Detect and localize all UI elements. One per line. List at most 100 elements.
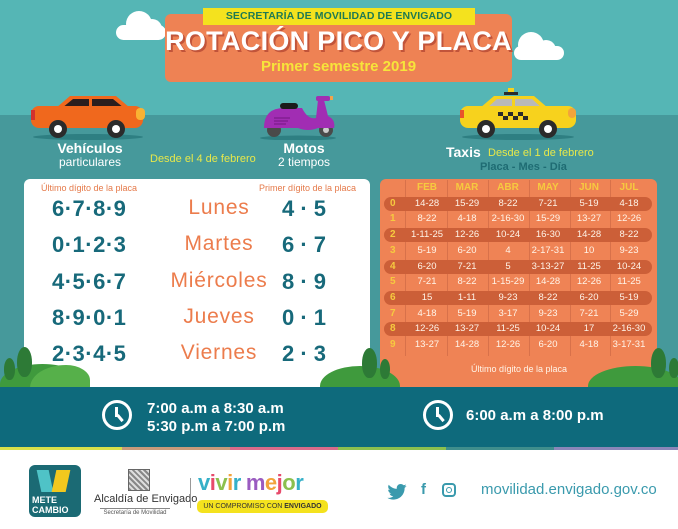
day-cell: 14-28 — [414, 198, 440, 209]
day-cell: 6-20 — [579, 292, 599, 303]
logo-letter: j — [276, 470, 283, 495]
vehicles-start-date: Desde el 4 de febrero — [150, 153, 256, 165]
weekday-row: 0·1·2·3 Martes 6 · 7 — [24, 232, 370, 268]
day-cell: 8-22 — [417, 213, 437, 224]
day-cell: 5-29 — [619, 308, 639, 319]
motos-sublabel: 2 tiempos — [277, 155, 331, 169]
color-stripe — [338, 447, 446, 450]
logo-shape — [51, 470, 71, 492]
month-header: JUL — [619, 182, 639, 193]
weekday: Jueves — [183, 305, 255, 328]
vehicle-digits: 4·5·6·7 — [52, 269, 127, 294]
website-link[interactable]: movilidad.envigado.gov.co — [481, 481, 657, 498]
month-header: JUN — [578, 182, 599, 193]
cambio-text: CAMBIO — [32, 505, 69, 515]
last-digit-header: Último dígito de la placa — [41, 183, 138, 193]
day-cell: 8-22 — [619, 229, 639, 240]
day-cell: 7-21 — [579, 308, 599, 319]
day-cell: 12-26 — [414, 323, 440, 334]
plate-digit: 0 — [390, 198, 396, 209]
logo-letter: i — [209, 470, 216, 495]
tree-icon — [380, 359, 390, 379]
weekday-row: 6·7·8·9 Lunes 4 · 5 — [24, 196, 370, 232]
day-cell: 15 — [421, 292, 433, 303]
day-cell: 9-23 — [619, 245, 639, 256]
taxi-table-footer: Último dígito de la placa — [470, 364, 568, 374]
vehicle-digits: 2·3·4·5 — [52, 341, 127, 366]
day-cell: 7-21 — [457, 261, 477, 272]
plate-digit: 9 — [390, 339, 396, 350]
weekday: Martes — [184, 232, 254, 255]
taxi-row: 9 13-27 14-28 12-26 6-20 4-18 3-17-31 — [384, 338, 652, 352]
taxi-row: 8 12-26 13-27 11-25 10-24 17 2-16-30 — [384, 322, 652, 336]
day-cell: 10-24 — [616, 261, 642, 272]
weekday: Lunes — [188, 196, 250, 219]
compromiso-tagline: UN COMPROMISO CON ENVIGADO — [197, 500, 328, 513]
vehicle-digits: 6·7·8·9 — [52, 196, 127, 221]
day-cell: 14-28 — [535, 276, 561, 287]
logo-letter: r — [295, 470, 304, 495]
color-stripe — [0, 447, 122, 450]
logo-letter: e — [264, 470, 277, 495]
taxi-row: 5 7-21 8-22 1-15-29 14-28 12-26 11-25 — [384, 275, 652, 289]
day-cell: 4-18 — [457, 213, 477, 224]
day-cell: 6-20 — [538, 339, 558, 350]
day-cell: 10 — [583, 245, 595, 256]
day-cell: 4-18 — [417, 308, 437, 319]
tree-icon — [4, 358, 15, 380]
logo-letter: i — [227, 470, 233, 495]
tree-icon — [669, 358, 678, 378]
day-cell: 1-11-25 — [410, 229, 444, 240]
evening-schedule: 5:30 p.m a 7:00 p.m — [147, 418, 286, 435]
twitter-icon[interactable] — [387, 484, 407, 500]
mete-cambio-logo: METE CAMBIO — [29, 465, 81, 517]
day-cell: 2-16-30 — [491, 213, 525, 224]
moto-digits: 0 · 1 — [281, 305, 327, 330]
plate-digit: 6 — [390, 292, 396, 303]
color-stripe — [122, 447, 230, 450]
day-cell: 5-19 — [579, 198, 599, 209]
day-cell: 1-15-29 — [491, 276, 525, 287]
taxi-row: 0 14-28 15-29 8-22 7-21 5-19 4-18 — [384, 197, 652, 211]
taxi-row: 6 15 1-11 9-23 8-22 6-20 5-19 — [384, 291, 652, 305]
day-cell: 13-27 — [454, 323, 480, 334]
title-box — [165, 14, 512, 82]
day-cell: 8-22 — [498, 198, 518, 209]
weekday-row: 4·5·6·7 Miércoles 8 · 9 — [24, 269, 370, 305]
car-icon — [31, 96, 145, 140]
day-cell: 10-24 — [495, 229, 521, 240]
taxis-label: Taxis — [446, 144, 481, 160]
plate-digit: 3 — [390, 245, 396, 256]
logo-letter: v — [215, 470, 228, 495]
day-cell: 4-18 — [619, 198, 639, 209]
day-cell: 12-26 — [495, 339, 521, 350]
clock-icon — [102, 400, 132, 430]
tree-icon — [651, 348, 666, 378]
day-cell: 13-27 — [576, 213, 602, 224]
taxis-start-date: Desde el 1 de febrero — [488, 147, 594, 159]
morning-schedule: 7:00 a.m a 8:30 a.m — [147, 400, 284, 417]
clock-icon — [423, 400, 453, 430]
month-header: MAY — [537, 182, 559, 193]
color-stripe — [554, 447, 678, 450]
taxis-schedule: 6:00 a.m a 8:00 p.m — [466, 407, 604, 424]
day-cell: 14-28 — [576, 229, 602, 240]
day-cell: 9-23 — [498, 292, 518, 303]
alcaldia-subtitle: Secretaría de Movilidad — [100, 508, 170, 516]
mete-cambio-text: METE CAMBIO — [32, 495, 78, 515]
day-cell: 5-19 — [457, 308, 477, 319]
tree-icon — [17, 347, 32, 377]
weekday: Miércoles — [170, 269, 268, 292]
day-cell: 8-22 — [457, 276, 477, 287]
motorcycle-icon — [260, 96, 336, 140]
month-header: MAR — [455, 182, 479, 193]
day-cell: 7-21 — [538, 198, 558, 209]
vehicle-digits: 0·1·2·3 — [52, 232, 127, 257]
weekday-row: 8·9·0·1 Jueves 0 · 1 — [24, 305, 370, 341]
vivir-mejor-logo: vivir mejor — [198, 470, 304, 496]
weekly-rotation-panel — [24, 179, 370, 403]
plate-digit: 1 — [390, 213, 396, 224]
instagram-icon[interactable] — [442, 483, 456, 497]
facebook-icon[interactable]: f — [421, 481, 426, 498]
day-cell: 5-19 — [619, 292, 639, 303]
